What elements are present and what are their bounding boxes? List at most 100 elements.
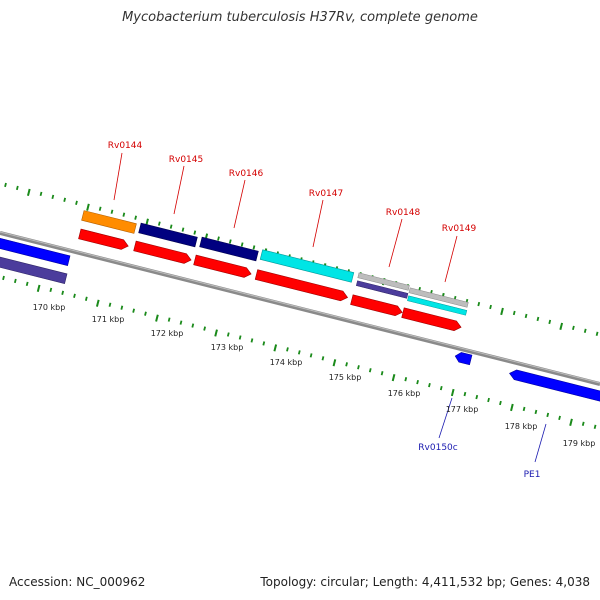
major-tick [86,203,90,211]
minor-tick [25,281,29,287]
minor-tick [217,236,220,241]
major-tick [332,359,337,367]
gene-label-pe1[interactable]: PE1 [524,470,541,480]
major-tick [510,403,514,412]
inner-tick-ring [2,275,597,429]
feature-rv0148-misc-a[interactable] [357,272,410,291]
cds-rv0149[interactable] [401,307,463,332]
minor-tick [534,409,538,415]
minor-tick [122,212,126,217]
kbp-label: 176 kbp [388,389,421,398]
minor-tick [475,394,479,400]
minor-tick [477,301,481,307]
gene-label-rv0145[interactable]: Rv0145 [169,155,203,165]
major-tick [559,322,564,330]
genome-backbone [0,231,600,386]
major-tick [500,307,504,316]
features-left-edge [0,234,71,284]
minor-tick [250,338,254,343]
minor-tick [84,296,88,301]
gene-label-rv0147[interactable]: Rv0147 [309,189,343,199]
minor-tick [595,331,599,336]
minor-tick [39,191,43,197]
kbp-label: 175 kbp [329,373,362,382]
minor-tick [309,353,313,358]
minor-tick [286,347,289,352]
minor-tick [404,377,408,382]
minor-tick [144,311,147,316]
kbp-label: 173 kbp [211,343,244,352]
cds-rv0147[interactable] [254,269,349,303]
gene-label-rv0150c[interactable]: Rv0150c [418,443,457,453]
kbp-label: 171 kbp [92,315,125,324]
major-tick [26,188,31,196]
minor-tick [368,368,372,373]
gene-label-rv0144[interactable]: Rv0144 [108,141,143,151]
major-tick [391,374,396,382]
kbp-label: 172 kbp [151,329,184,338]
minor-tick [321,356,325,361]
minor-tick [439,385,443,391]
cds-rv0144[interactable] [78,228,130,251]
minor-tick [13,278,17,284]
minor-tick [522,406,526,412]
cds-rv0145[interactable] [133,240,193,265]
cds-rv0146[interactable] [193,254,253,279]
minor-tick [536,316,540,322]
feature-rv0146-misc[interactable] [199,236,259,262]
feature-rv0149-misc-b[interactable] [407,295,468,316]
gene-label-rv0149[interactable]: Rv0149 [442,224,477,234]
feature-rv0147-misc[interactable] [259,249,355,283]
minor-tick [252,245,256,250]
minor-tick [179,320,183,325]
minor-tick [203,326,207,331]
minor-tick [548,319,552,325]
minor-tick [512,310,516,316]
minor-tick [487,397,490,403]
minor-tick [593,424,597,429]
cds-pe1[interactable] [508,368,600,406]
cds-rv0150c[interactable] [454,351,473,366]
minor-tick [4,182,7,188]
minor-tick [240,242,244,247]
accession-text: Accession: NC_000962 [9,575,146,589]
major-tick [214,329,218,337]
minor-tick [2,275,5,281]
minor-tick [167,317,171,322]
minor-tick [226,332,230,337]
kbp-label: 170 kbp [33,303,66,312]
minor-tick [181,227,185,232]
feature-rv0148-misc-b[interactable] [355,280,409,299]
major-tick [450,388,455,397]
minor-tick [63,197,67,202]
minor-tick [581,421,585,426]
minor-tick [108,302,112,307]
feature-rv0145-misc[interactable] [138,222,198,248]
minor-tick [558,415,561,421]
gene-label-rv0146[interactable]: Rv0146 [229,169,264,179]
minor-tick [262,341,266,346]
minor-tick [297,350,301,355]
gene-label-rv0148[interactable]: Rv0148 [386,208,421,218]
kbp-label: 178 kbp [505,422,538,431]
cds-rv0148[interactable] [350,294,404,317]
cds-left-edge-blue[interactable] [0,234,71,266]
kbp-labels: 170 kbp 171 kbp 172 kbp 173 kbp 174 kbp … [33,303,596,448]
map-title: Mycobacterium tuberculosis H37Rv, comple… [122,10,478,25]
minor-tick [120,305,124,310]
minor-tick [193,230,197,235]
cds-forward-lane [78,228,463,332]
feature-rv0144-misc[interactable] [81,210,137,234]
major-tick [155,314,159,322]
minor-tick [572,325,575,331]
label-leaders [113,152,547,463]
minor-tick [98,206,102,211]
gene-labels: Rv0144 Rv0145 Rv0146 Rv0147 Rv0148 Rv014… [108,141,541,480]
feature-left-edge-purple[interactable] [0,252,68,284]
minor-tick [73,293,76,298]
major-tick [569,418,573,426]
feature-rv0149-misc-a[interactable] [408,287,469,308]
major-tick [95,299,100,307]
minor-tick [157,221,161,226]
